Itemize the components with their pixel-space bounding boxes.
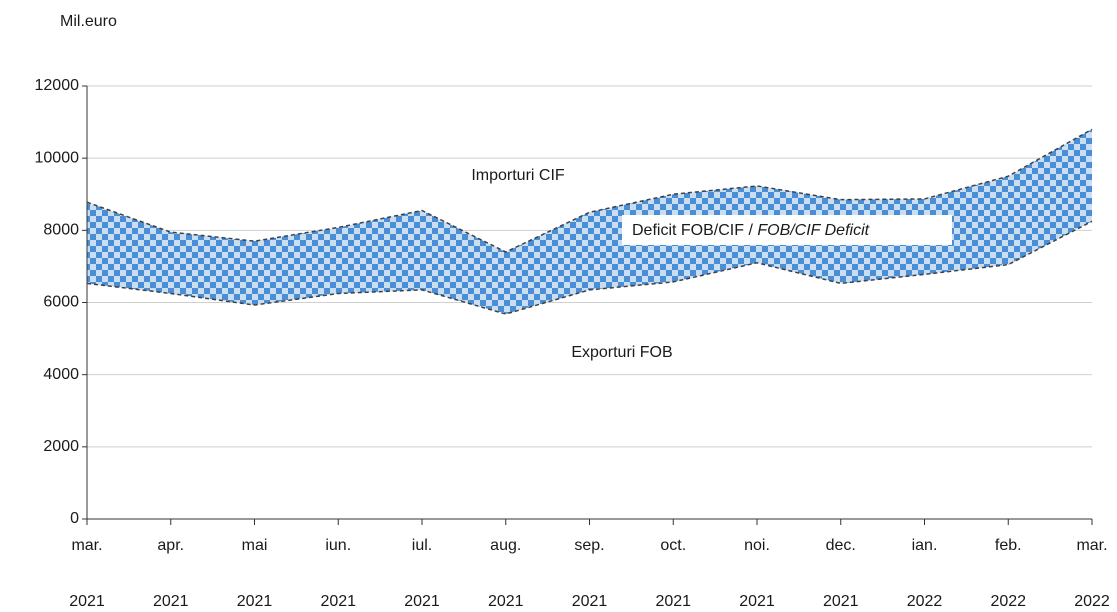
x-tick-label: feb. 2022 [990,537,1026,610]
y-tick-label: 12000 [35,77,80,94]
x-tick-label: aug. 2021 [488,537,524,610]
x-tick-label: apr. 2021 [153,537,189,610]
y-tick-label: 10000 [35,149,80,166]
band-label: Deficit FOB/CIF / FOB/CIF Deficit [632,222,870,239]
band-label-text: Deficit FOB/CIF / [632,222,757,239]
y-tick-label: 8000 [43,222,79,239]
y-tick-label: 0 [70,510,79,527]
x-tick-label: dec. 2021 [823,537,859,610]
x-tick-label: sep. 2021 [572,537,608,610]
x-tick-label: mar. 2021 [69,537,105,610]
x-tick-label: mai 2021 [237,537,273,610]
y-tick-label: 2000 [43,438,79,455]
series-label: Importuri CIF [471,167,565,184]
series-label: Exporturi FOB [571,344,672,361]
deficit-band [87,129,1092,315]
x-tick-label: ian. 2022 [907,537,943,610]
y-tick-label: 4000 [43,366,79,383]
band-label-box [622,215,952,245]
band-label-italic: FOB/CIF Deficit [757,222,869,239]
y-tick-label: 6000 [43,294,79,311]
x-tick-label: iul. 2021 [404,537,440,610]
series-line [86,220,1093,315]
x-tick-label: iun. 2021 [320,537,356,610]
x-tick-label: oct. 2021 [655,537,691,610]
series-line [86,128,1093,253]
x-tick-label: noi. 2021 [739,537,775,610]
x-tick-label: mar. 2022 [1074,537,1110,610]
y-axis-label: Mil.euro [60,13,117,30]
